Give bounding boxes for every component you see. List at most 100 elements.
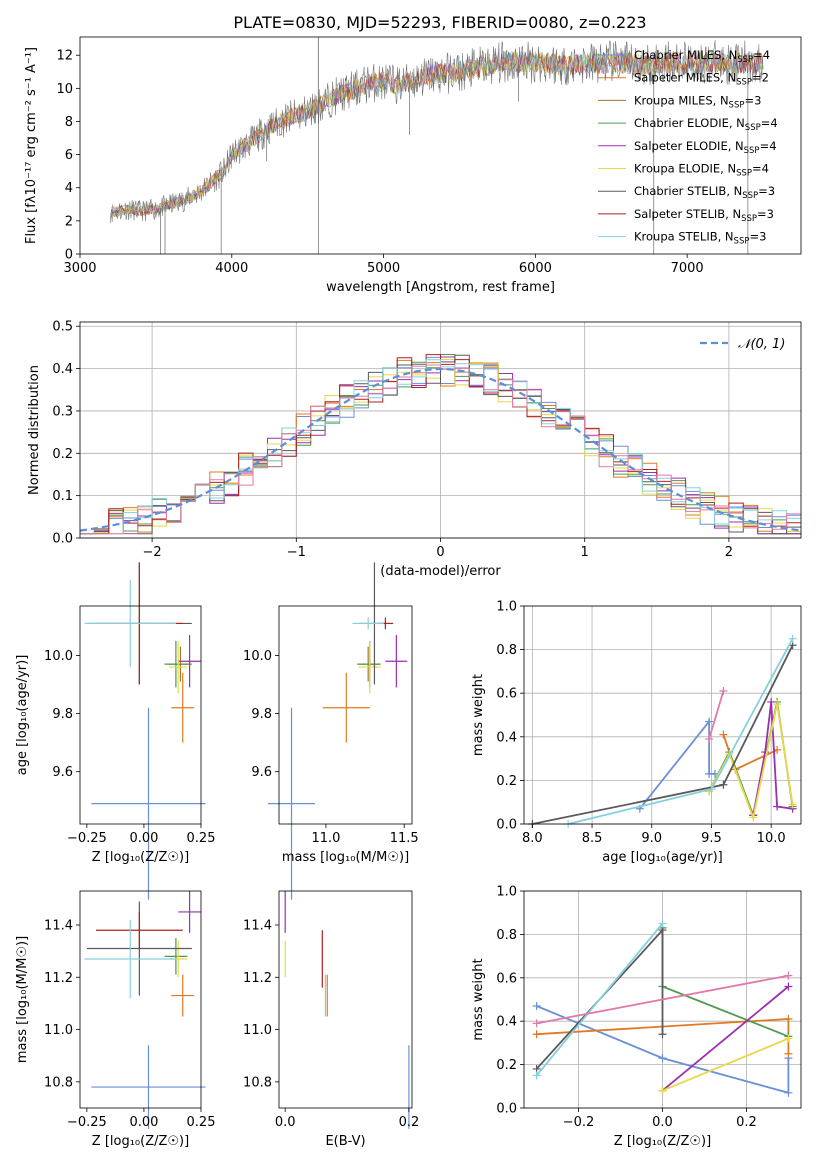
legend-label: Salpeter ELODIE, NSSP=4 bbox=[634, 139, 777, 156]
y-tick-label: 1.0 bbox=[496, 600, 517, 615]
histogram-step-line bbox=[80, 364, 801, 535]
x-tick-label: 8.0 bbox=[522, 831, 543, 846]
mass-weight-marker bbox=[784, 1088, 793, 1097]
weight-vs-metallicity-plot: −0.2 0.0 0.2 0.0 0.2 0.4 0.6 0.8 1.0 Z [log₁₀(Z/Z… bbox=[471, 885, 802, 1149]
y-tick-label: 2 bbox=[65, 214, 73, 229]
mass-weight-marker bbox=[658, 1030, 667, 1039]
legend-label-text: Chabrier STELIB, N bbox=[634, 184, 742, 198]
mass-weight-marker bbox=[658, 1086, 667, 1095]
mass-weight-series-line bbox=[708, 703, 794, 821]
mass-weight-marker bbox=[707, 785, 716, 794]
y-tick-label: 6 bbox=[65, 148, 73, 163]
x-tick-label: 6000 bbox=[519, 261, 552, 276]
mass-weight-series-line bbox=[661, 985, 789, 1092]
y-tick-label: 0.6 bbox=[496, 971, 517, 986]
x-tick-label: −2 bbox=[143, 545, 162, 560]
x-tick-label: 1 bbox=[581, 545, 589, 560]
x-tick-label: −1 bbox=[287, 545, 306, 560]
mass-weight-series-line bbox=[532, 644, 794, 825]
y-tick-label: 0.2 bbox=[52, 447, 73, 462]
y-tick-label: 11.2 bbox=[243, 971, 272, 986]
axes-frame bbox=[278, 605, 413, 825]
y-axis-label: mass weight bbox=[471, 674, 486, 756]
y-tick-label: 0.1 bbox=[52, 489, 73, 504]
y-axis-label: mass weight bbox=[471, 958, 486, 1040]
legend-label-subscript: SSP bbox=[734, 237, 750, 247]
y-tick-label: 0.6 bbox=[496, 687, 517, 702]
axes-frame bbox=[79, 890, 202, 1109]
mass-weight-marker bbox=[719, 687, 728, 696]
x-tick-label: 9.5 bbox=[701, 831, 722, 846]
y-axis-label: mass [log₁₀(M/M☉)] bbox=[15, 936, 30, 1063]
mass-weight-marker bbox=[784, 982, 793, 991]
y-axis-label: Normed distribution bbox=[27, 365, 42, 495]
x-tick-label: 2 bbox=[725, 545, 733, 560]
x-tick-label: 4000 bbox=[215, 261, 248, 276]
y-tick-label: 0.0 bbox=[52, 532, 73, 547]
mass-weight-marker bbox=[788, 800, 797, 809]
mass-weight-series-line bbox=[662, 1037, 789, 1092]
x-tick-label: 11.0 bbox=[311, 831, 340, 846]
legend-label-subscript: SSP bbox=[729, 100, 745, 110]
y-tick-label: 10.8 bbox=[44, 1075, 73, 1090]
mass-weight-marker bbox=[784, 971, 793, 980]
x-axis-label: Z [log₁₀(Z/Z☉)] bbox=[92, 1134, 189, 1149]
y-tick-label: 0.5 bbox=[52, 320, 73, 335]
y-axis-label: age [log₁₀(age/yr)] bbox=[15, 655, 30, 776]
age-vs-metallicity-plot: −0.25 0.00 0.25 9.6 9.8 10.0 Z [log₁₀(Z/Z☉)] ag… bbox=[15, 562, 216, 900]
y-tick-label: 4 bbox=[65, 181, 73, 196]
legend-label: Salpeter MILES, NSSP=2 bbox=[634, 71, 769, 88]
mass-vs-metallicity-plot: −0.25 0.00 0.25 10.8 11.0 11.2 11.4 Z [log₁₀(Z/… bbox=[15, 890, 215, 1149]
legend-label: Kroupa STELIB, NSSP=3 bbox=[634, 230, 766, 247]
mass-weight-marker bbox=[532, 1071, 541, 1080]
mass-weight-marker bbox=[658, 919, 667, 928]
mass-weight-series-line bbox=[536, 974, 789, 1025]
legend-label-value: =4 bbox=[760, 139, 777, 153]
mass-weight-marker bbox=[658, 1054, 667, 1063]
legend-label-subscript: SSP bbox=[741, 214, 757, 224]
residual-histogram-plot: 𝒩(0, 1) −2 −1 0 1 2 0.0 0.1 0.2 0.3 0.4 0.5 (data-mo… bbox=[27, 320, 802, 579]
y-tick-label: 0 bbox=[65, 248, 73, 263]
x-tick-label: 9.0 bbox=[641, 831, 662, 846]
y-tick-label: 0.2 bbox=[496, 774, 517, 789]
y-tick-label: 9.8 bbox=[52, 707, 73, 722]
legend-label: Salpeter STELIB, NSSP=3 bbox=[634, 207, 774, 224]
y-tick-label: 8 bbox=[65, 115, 73, 130]
y-tick-label: 0.2 bbox=[496, 1058, 517, 1073]
y-tick-label: 0.4 bbox=[496, 1015, 517, 1030]
mass-weight-series-line bbox=[639, 718, 715, 810]
legend-label-subscript: SSP bbox=[744, 146, 760, 156]
mass-weight-marker bbox=[749, 813, 758, 822]
x-tick-label: −0.25 bbox=[67, 831, 107, 846]
legend-label-subscript: SSP bbox=[745, 123, 761, 133]
axes-frame bbox=[79, 605, 202, 825]
legend-label-text: Salpeter MILES, N bbox=[634, 71, 736, 85]
figure-title: PLATE=0830, MJD=52293, FIBERID=0080, z=0… bbox=[233, 13, 646, 32]
mass-weight-marker bbox=[788, 634, 797, 643]
legend-label-value: =2 bbox=[752, 71, 769, 85]
legend-label-value: =4 bbox=[752, 162, 769, 176]
mass-weight-marker bbox=[719, 730, 728, 739]
x-tick-label: 7000 bbox=[671, 261, 704, 276]
x-tick-label: 0.00 bbox=[129, 831, 158, 846]
y-tick-label: 0.8 bbox=[496, 643, 517, 658]
x-axis-label: wavelength [Angstrom, rest frame] bbox=[326, 280, 555, 295]
x-tick-label: 3000 bbox=[63, 261, 96, 276]
x-axis-label: (data-model)/error bbox=[380, 564, 501, 579]
legend-label: Chabrier ELODIE, NSSP=4 bbox=[634, 116, 778, 133]
legend-label: Kroupa ELODIE, NSSP=4 bbox=[634, 162, 769, 179]
mass-weight-marker bbox=[532, 1030, 541, 1039]
mass-weight-marker bbox=[705, 717, 714, 726]
x-tick-label: 0.25 bbox=[187, 831, 216, 846]
y-tick-label: 0.0 bbox=[496, 818, 517, 833]
mass-weight-marker bbox=[784, 1049, 793, 1058]
mass-weight-series-line bbox=[567, 638, 794, 825]
x-tick-label: 11.5 bbox=[390, 831, 419, 846]
y-tick-label: 11.0 bbox=[44, 1023, 73, 1038]
y-tick-label: 10 bbox=[56, 82, 73, 97]
legend-label-text: Kroupa STELIB, N bbox=[634, 230, 734, 244]
legend-label-text: Chabrier ELODIE, N bbox=[634, 116, 745, 130]
legend-label: Kroupa MILES, NSSP=3 bbox=[634, 93, 761, 110]
age-vs-mass-plot: 11.0 11.5 9.6 9.8 10.0 mass [log₁₀(M/M☉)] bbox=[243, 562, 419, 900]
